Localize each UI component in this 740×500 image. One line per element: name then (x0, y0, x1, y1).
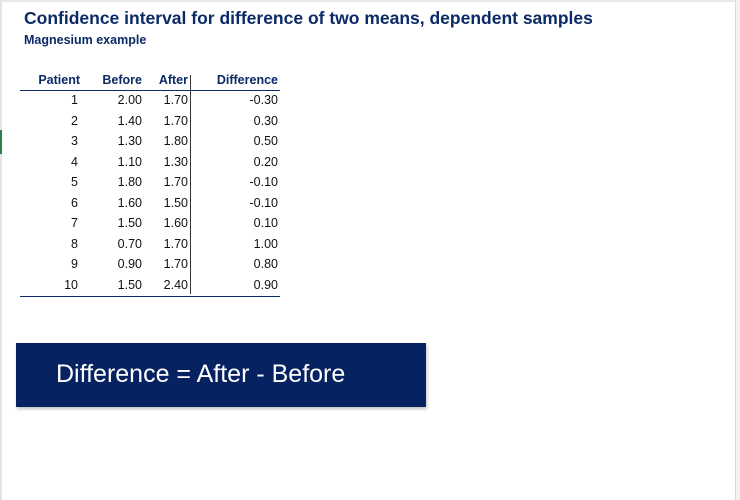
cell-difference: 0.20 (253, 154, 278, 169)
formula-banner: Difference = After - Before (16, 343, 426, 407)
table-row: 4 1.10 1.30 0.20 (20, 153, 280, 174)
cell-after: 1.70 (163, 113, 188, 128)
data-table: Patient Before After Difference 1 2.00 1.7… (20, 73, 280, 297)
header-before: Before (102, 73, 142, 87)
cell-after: 1.70 (163, 93, 188, 107)
left-edge-marker (0, 130, 2, 154)
cell-after: 1.70 (163, 175, 188, 189)
cell-difference: 0.90 (253, 277, 278, 292)
cell-after: 2.40 (163, 277, 188, 292)
cell-before: 2.00 (117, 93, 142, 107)
cell-patient: 8 (71, 236, 78, 251)
cell-before: 1.10 (117, 154, 142, 169)
slide-subtitle: Magnesium example (24, 33, 147, 47)
cell-patient: 9 (71, 257, 78, 271)
cell-difference: 0.30 (253, 113, 278, 128)
cell-before: 0.90 (117, 257, 142, 271)
cell-patient: 1 (71, 93, 78, 107)
table-row: 8 0.70 1.70 1.00 (20, 235, 280, 256)
cell-after: 1.60 (163, 216, 188, 230)
after-column-divider (190, 75, 191, 294)
header-patient: Patient (38, 73, 80, 87)
table-row: 2 1.40 1.70 0.30 (20, 112, 280, 133)
cell-patient: 4 (71, 154, 78, 169)
table-row: 6 1.60 1.50 -0.10 (20, 194, 280, 215)
table-body: 1 2.00 1.70 -0.30 2 1.40 1.70 0.30 3 1.30 1.80 0.50… (20, 91, 280, 297)
cell-patient: 2 (71, 113, 78, 128)
cell-after: 1.70 (163, 236, 188, 251)
cell-patient: 5 (71, 175, 78, 189)
cell-patient: 7 (71, 216, 78, 230)
cell-after: 1.80 (163, 134, 188, 148)
cell-difference: 0.10 (253, 216, 278, 230)
table-row: 3 1.30 1.80 0.50 (20, 132, 280, 153)
table-row: 7 1.50 1.60 0.10 (20, 214, 280, 235)
table-header-row: Patient Before After Difference (20, 73, 280, 91)
formula-text: Difference = After - Before (56, 360, 346, 388)
cell-difference: 1.00 (253, 236, 278, 251)
table-row: 10 1.50 2.40 0.90 (20, 276, 280, 297)
cell-difference: 0.50 (253, 134, 278, 148)
cell-before: 1.60 (117, 195, 142, 210)
left-edge (0, 0, 2, 500)
cell-patient: 3 (71, 134, 78, 148)
cell-after: 1.30 (163, 154, 188, 169)
header-difference: Difference (216, 73, 278, 87)
cell-after: 1.50 (163, 195, 188, 210)
cell-difference: -0.10 (249, 195, 279, 210)
table-row: 1 2.00 1.70 -0.30 (20, 91, 280, 112)
cell-before: 1.50 (117, 277, 142, 292)
cell-difference: -0.10 (249, 175, 279, 189)
table-row: 9 0.90 1.70 0.80 (20, 255, 280, 276)
cell-before: 1.50 (117, 216, 142, 230)
cell-before: 1.40 (117, 113, 142, 128)
table-row: 5 1.80 1.70 -0.10 (20, 173, 280, 194)
cell-before: 1.80 (117, 175, 142, 189)
cell-difference: 0.80 (253, 257, 278, 271)
top-border (0, 0, 740, 2)
cell-difference: -0.30 (249, 93, 279, 107)
slide-title: Confidence interval for difference of tw… (24, 8, 593, 28)
header-after: After (158, 73, 188, 87)
cell-patient: 6 (71, 195, 78, 210)
cell-patient: 10 (64, 277, 78, 292)
cell-before: 0.70 (117, 236, 142, 251)
cell-after: 1.70 (163, 257, 188, 271)
right-scroll-edge (735, 0, 740, 500)
cell-before: 1.30 (117, 134, 142, 148)
